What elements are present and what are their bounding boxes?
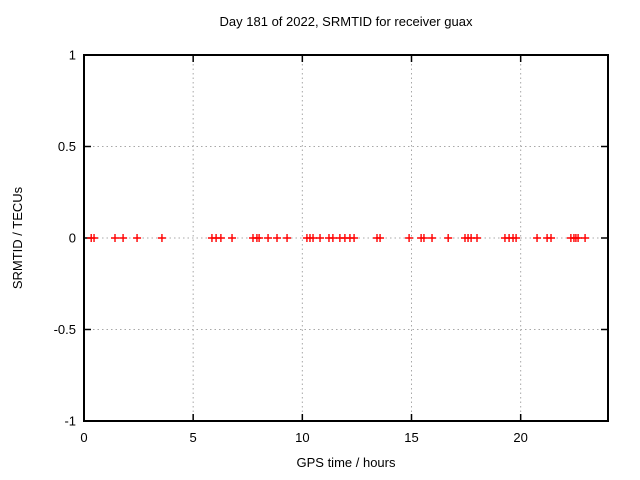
data-point-marker bbox=[90, 234, 99, 242]
data-point-marker bbox=[264, 234, 273, 242]
x-tick-label: 5 bbox=[190, 430, 197, 445]
data-point-marker bbox=[574, 234, 583, 242]
data-point-marker bbox=[444, 234, 453, 242]
y-tick-label: 0 bbox=[69, 231, 76, 246]
data-point-marker bbox=[428, 234, 437, 242]
y-tick-label: -0.5 bbox=[54, 322, 76, 337]
x-tick-label: 10 bbox=[295, 430, 309, 445]
data-point-marker bbox=[316, 234, 325, 242]
data-point-marker bbox=[405, 234, 414, 242]
data-point-marker bbox=[255, 234, 264, 242]
data-point-marker bbox=[547, 234, 556, 242]
data-point-marker bbox=[273, 234, 282, 242]
chart-title: Day 181 of 2022, SRMTID for receiver gua… bbox=[219, 14, 473, 29]
data-point-marker bbox=[473, 234, 481, 242]
y-axis-label: SRMTID / TECUs bbox=[10, 186, 25, 290]
data-point-marker bbox=[581, 234, 590, 242]
data-point-marker bbox=[216, 234, 225, 242]
y-tick-label: 0.5 bbox=[58, 139, 76, 154]
data-point-marker bbox=[119, 234, 128, 242]
data-point-marker bbox=[350, 234, 359, 242]
data-point-marker bbox=[419, 234, 428, 242]
x-tick-label: 15 bbox=[404, 430, 418, 445]
data-point-marker bbox=[376, 234, 385, 242]
data-point-marker bbox=[111, 234, 120, 242]
x-axis-label: GPS time / hours bbox=[296, 455, 396, 470]
x-tick-label: 20 bbox=[513, 430, 527, 445]
x-tick-label: 0 bbox=[80, 430, 87, 445]
data-point-marker bbox=[133, 234, 142, 242]
data-point-marker bbox=[228, 234, 237, 242]
data-point-marker bbox=[533, 234, 542, 242]
data-point-marker bbox=[283, 234, 292, 242]
data-point-marker bbox=[512, 234, 521, 242]
y-tick-label: 1 bbox=[69, 48, 76, 63]
data-point-marker bbox=[157, 234, 166, 242]
data-point-marker bbox=[328, 234, 337, 242]
data-point-marker bbox=[309, 234, 318, 242]
y-tick-label: -1 bbox=[64, 414, 76, 429]
